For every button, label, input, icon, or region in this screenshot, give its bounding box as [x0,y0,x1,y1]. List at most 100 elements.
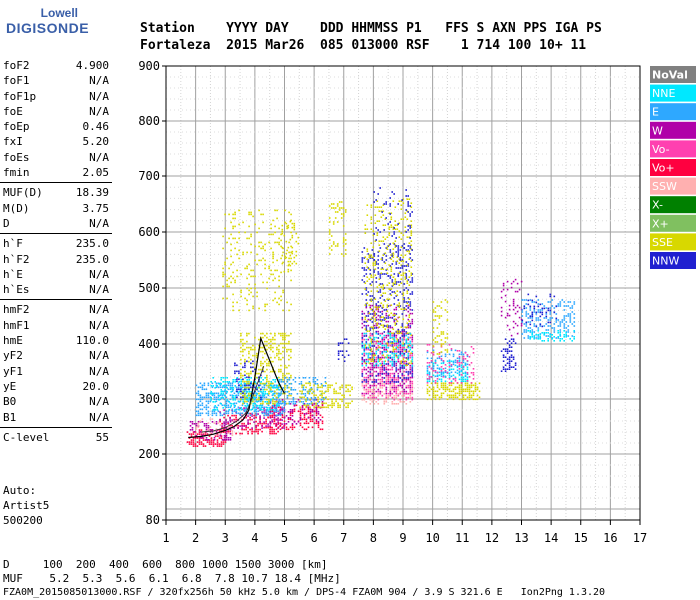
echo-point [404,360,407,362]
echo-point [278,348,280,351]
echo-point [382,224,385,226]
echo-point [373,324,376,327]
echo-point [379,305,382,307]
echo-point [226,377,228,379]
echo-point [216,433,219,435]
echo-point [369,332,372,335]
echo-point [242,378,244,381]
echo-point [411,352,414,355]
echo-point [535,313,538,315]
echo-point [462,358,465,360]
echo-point [221,422,223,425]
param-separator [0,233,112,235]
echo-point [391,403,394,405]
echo-point [311,426,314,429]
echo-point [211,414,214,417]
echo-point [563,336,565,338]
echo-point [311,420,314,423]
echo-point [456,357,459,360]
echo-point [205,394,208,397]
echo-point [363,350,366,353]
echo-point [331,384,333,387]
echo-point [246,303,248,306]
echo-point [398,272,401,274]
echo-point [218,445,221,447]
echo-point [393,308,396,311]
echo-point [322,397,325,399]
echo-point [363,349,366,351]
echo-point [390,218,393,220]
echo-point [393,233,395,235]
echo-point [251,428,253,431]
echo-point [240,358,242,361]
echo-point [253,430,255,433]
echo-point [379,319,382,321]
echo-point [460,369,463,372]
echo-point [516,282,519,285]
echo-point [305,382,307,385]
echo-point [393,378,396,381]
echo-point [213,394,216,397]
echo-point [391,366,394,369]
echo-point [256,354,258,357]
echo-point [195,425,198,427]
echo-point [317,384,319,387]
echo-point [426,350,429,352]
echo-point [365,306,368,309]
echo-point [363,247,366,249]
echo-point [264,370,266,373]
echo-point [405,261,408,263]
echo-point [506,342,509,344]
echo-point [370,218,373,220]
x-tick-label: 2 [192,531,199,545]
echo-point [236,370,238,373]
echo-point [464,378,467,381]
echo-point [403,377,406,379]
echo-point [302,377,305,379]
echo-point [391,376,394,379]
echo-point [371,353,374,355]
echo-point [272,387,274,389]
echo-point [508,340,511,342]
echo-point [376,324,379,326]
echo-point [240,346,242,349]
echo-point [385,334,388,337]
echo-point [462,388,465,391]
echo-point [279,424,282,427]
echo-point [201,396,204,399]
echo-point [364,304,367,306]
echo-point [315,419,318,421]
param-name: h`F [3,237,23,251]
param-row-fof1p: foF1p N/A [0,89,112,104]
echo-point [235,418,237,421]
echo-point [218,429,221,431]
echo-point [361,370,364,373]
echo-point [512,340,515,342]
echo-point [452,390,455,393]
echo-point [381,319,384,321]
echo-point [201,432,204,434]
echo-point [405,338,408,341]
echo-point [450,375,453,378]
echo-point [573,321,576,323]
echo-point [434,396,437,399]
echo-point [402,198,405,200]
echo-point [192,439,195,441]
echo-point [399,398,402,401]
echo-point [252,275,254,278]
echo-point [306,403,309,405]
echo-point [229,421,232,423]
echo-point [398,332,401,334]
echo-point [246,299,248,302]
echo-point [363,380,366,383]
echo-point [291,411,294,413]
echo-point [234,247,236,250]
echo-point [231,414,233,417]
echo-point [444,353,447,356]
echo-point [411,320,414,323]
x-tick-label: 6 [311,531,318,545]
echo-point [405,277,408,279]
echo-point [266,407,268,409]
echo-point [531,301,534,303]
echo-point [377,342,380,345]
